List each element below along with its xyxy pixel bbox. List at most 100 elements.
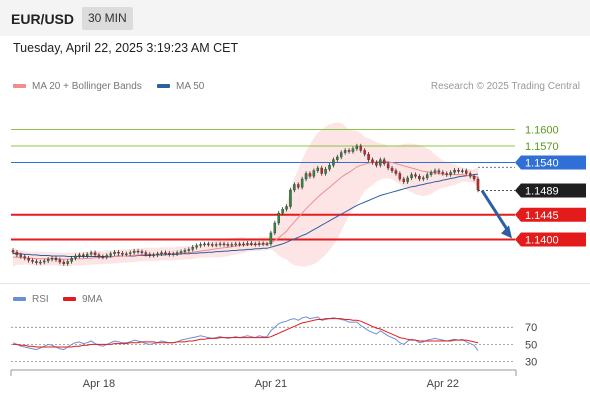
candle-body	[144, 252, 148, 255]
candle-body	[355, 145, 359, 149]
candle-body	[398, 173, 402, 180]
ma20-line	[13, 160, 479, 260]
candle-body	[171, 253, 175, 255]
level-label-1.1540: 1.1540	[525, 158, 559, 170]
candle-body	[250, 243, 253, 245]
candle-body	[117, 251, 120, 254]
candle-body	[312, 170, 316, 177]
legend-swatch-ma50	[157, 84, 170, 89]
candle-body	[410, 174, 413, 179]
credit-text: Research © 2025 Trading Central	[430, 81, 580, 92]
candle-body	[390, 167, 394, 171]
candle-body	[382, 159, 386, 164]
candle-body	[199, 244, 202, 246]
rsi-series-RSI	[12, 316, 479, 351]
candle-body	[46, 259, 50, 262]
candle-body	[465, 170, 468, 174]
candle-body	[332, 159, 335, 166]
candle-body	[15, 251, 19, 256]
candle-body	[203, 243, 206, 246]
candle-body	[230, 244, 234, 246]
candle-body	[336, 156, 339, 160]
candle-body	[289, 189, 292, 207]
candle-body	[152, 254, 155, 257]
candle-body	[218, 243, 222, 246]
candle-body	[261, 243, 265, 245]
legend-label-ma50: MA 50	[176, 81, 205, 92]
symbol-title: EUR/USD	[11, 11, 75, 27]
candle-body	[308, 173, 312, 177]
candle-body	[43, 260, 46, 263]
level-label-1.1600: 1.1600	[525, 125, 559, 137]
candle-body	[89, 252, 93, 255]
level-tag-1.1445	[515, 207, 586, 222]
candle-body	[113, 251, 116, 254]
rsi-tick-70: 70	[525, 322, 537, 334]
candle-body	[242, 243, 245, 246]
candle-body	[39, 261, 42, 264]
candle-body	[58, 259, 62, 263]
candle-body	[136, 250, 140, 253]
candle-body	[121, 253, 124, 255]
x-tick-label: Apr 21	[255, 378, 287, 390]
candle-body	[371, 159, 374, 163]
legend-9ma: 9MA	[63, 294, 103, 305]
level-label-1.1400: 1.1400	[525, 235, 559, 247]
legend-swatch-ma20	[13, 84, 26, 89]
candle-body	[109, 253, 112, 256]
candle-body	[285, 206, 288, 210]
candle-body	[425, 174, 429, 179]
candle-body	[50, 258, 54, 260]
candle-body	[164, 252, 167, 254]
candle-body	[148, 254, 152, 256]
timeframe-button[interactable]: 30 MIN	[82, 7, 133, 30]
candle-body	[445, 173, 448, 175]
legend-rsi: RSI	[13, 294, 49, 305]
legend-ma20: MA 20 + Bollinger Bands	[13, 81, 142, 92]
candle-body	[320, 167, 323, 174]
candle-body	[437, 170, 441, 173]
candle-body	[62, 261, 66, 264]
candle-body	[140, 251, 144, 253]
candle-body	[11, 250, 15, 253]
candle-body	[19, 254, 23, 257]
candle-body	[422, 177, 425, 180]
candle-body	[433, 170, 437, 173]
candle-body	[269, 232, 273, 245]
candle-body	[168, 253, 171, 255]
candle-body	[339, 152, 343, 158]
legend-label-ma20: MA 20 + Bollinger Bands	[32, 81, 142, 92]
candle-body	[386, 163, 390, 169]
candle-body	[27, 258, 30, 261]
timestamp: Tuesday, April 22, 2025 3:19:23 AM CET	[13, 41, 239, 55]
candle-body	[316, 167, 320, 171]
rsi-tick-50: 50	[525, 339, 537, 351]
candle-body	[93, 252, 97, 256]
legend-swatch-rsi	[13, 297, 26, 302]
candle-body	[304, 173, 308, 180]
candle-body	[74, 255, 77, 259]
candle-body	[273, 222, 277, 234]
candle-body	[328, 165, 331, 170]
panel-divider	[0, 283, 590, 284]
candle-body	[211, 244, 214, 246]
candle-body	[394, 170, 398, 174]
candle-body	[351, 148, 355, 152]
candle-body	[300, 178, 304, 188]
candle-body	[23, 256, 26, 259]
candle-body	[226, 244, 230, 246]
level-label-1.1570: 1.1570	[525, 141, 559, 153]
candle-body	[441, 172, 445, 174]
candle-body	[234, 243, 237, 246]
candle-body	[128, 252, 132, 254]
candle-body	[453, 170, 456, 173]
x-tick-label: Apr 22	[427, 378, 459, 390]
candle-body	[160, 252, 163, 254]
candle-body	[379, 159, 382, 166]
candle-body	[257, 243, 261, 245]
rsi-tick-30: 30	[525, 357, 537, 369]
candle-body	[78, 254, 81, 257]
candle-body	[70, 258, 73, 262]
candle-body	[97, 254, 101, 257]
